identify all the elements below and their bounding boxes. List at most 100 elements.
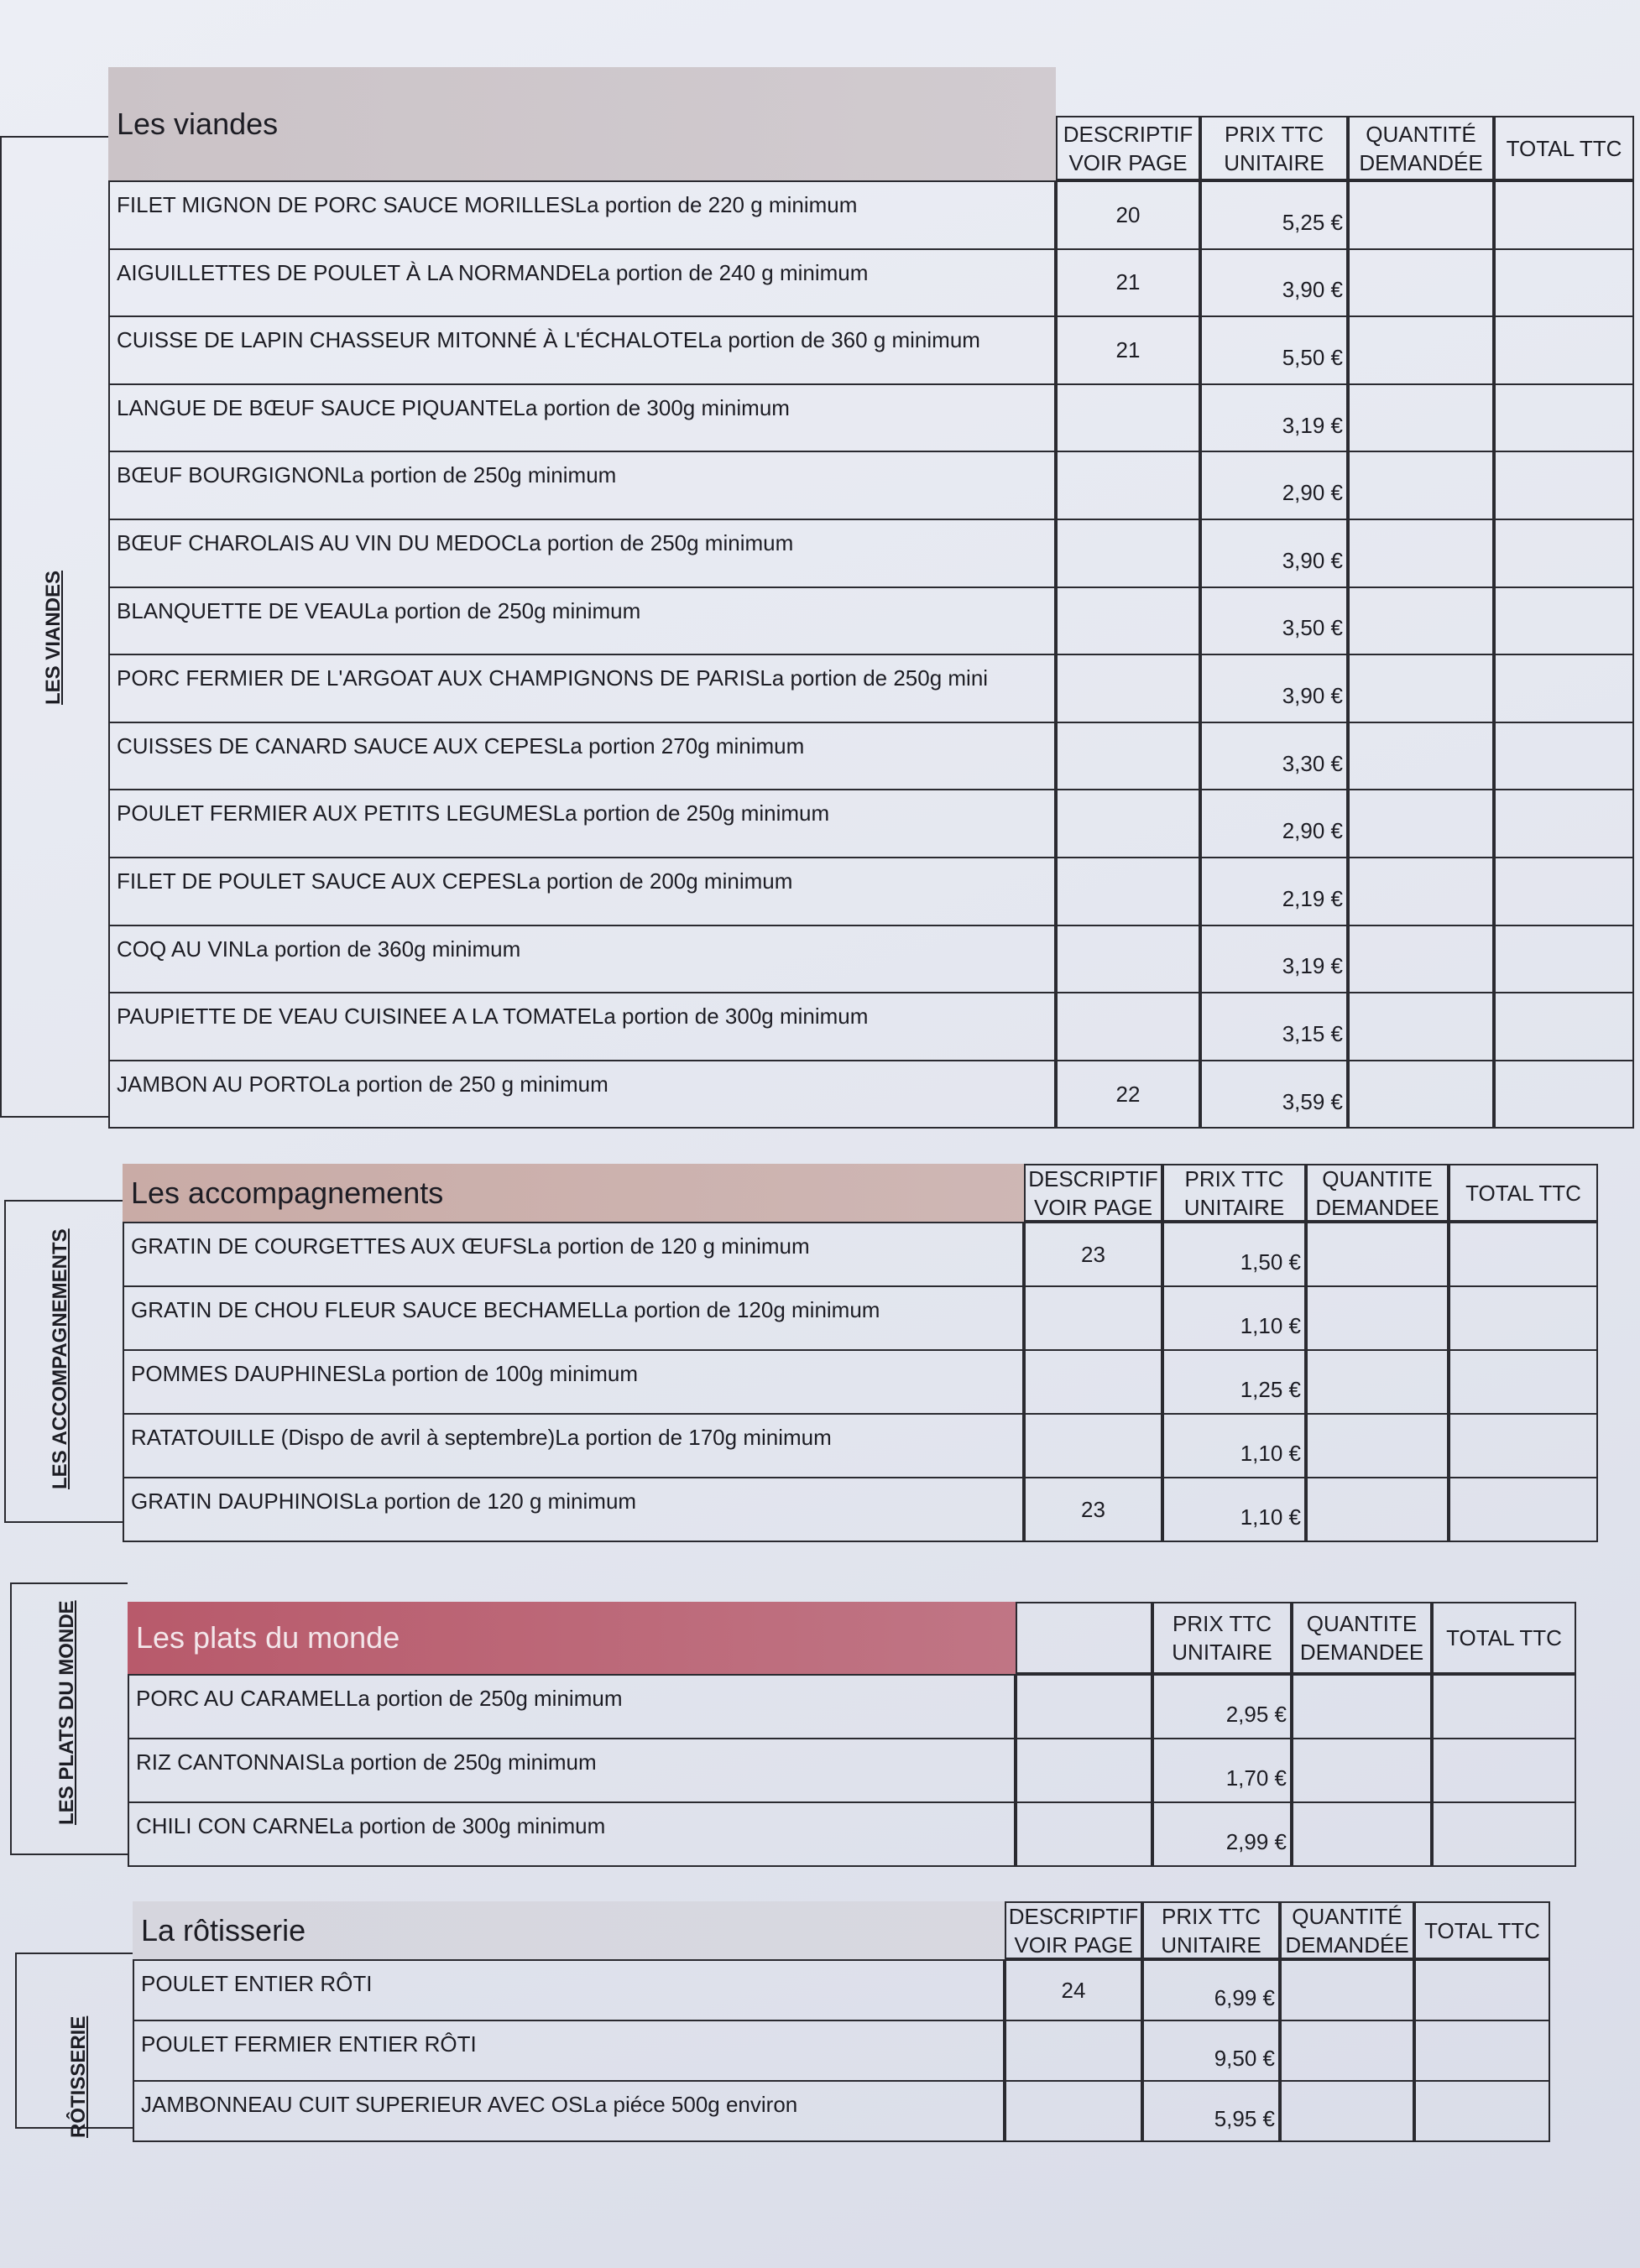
total-field bbox=[1414, 2020, 1550, 2082]
quantity-field[interactable] bbox=[1306, 1413, 1449, 1478]
item-portion: La portion de 120g minimum bbox=[603, 1297, 880, 1322]
item-page bbox=[1024, 1413, 1162, 1478]
item-price: 2,90 € bbox=[1200, 451, 1348, 520]
item-page bbox=[1056, 586, 1200, 656]
quantity-field[interactable] bbox=[1280, 2080, 1414, 2142]
quantity-field[interactable] bbox=[1306, 1477, 1449, 1542]
item-portion: La portion de 120 g minimum bbox=[353, 1489, 637, 1514]
quantity-field[interactable] bbox=[1348, 180, 1494, 250]
quantity-field[interactable] bbox=[1348, 924, 1494, 994]
item-portion: La portion de 300g minimum bbox=[513, 394, 790, 420]
quantity-field[interactable] bbox=[1348, 721, 1494, 791]
item-page: 23 bbox=[1024, 1222, 1162, 1287]
side-bracket bbox=[10, 1582, 128, 1855]
item-portion: La portion de 300g minimum bbox=[591, 1004, 869, 1030]
total-field bbox=[1494, 789, 1634, 858]
item-portion: La portion de 100g minimum bbox=[361, 1361, 639, 1386]
quantity-field[interactable] bbox=[1348, 383, 1494, 453]
item-name: PORC FERMIER DE L'ARGOAT AUX CHAMPIGNONS… bbox=[108, 654, 1056, 723]
total-field bbox=[1449, 1349, 1598, 1415]
header-prix: PRIX TTC UNITAIRE bbox=[1142, 1901, 1280, 1959]
header-total: TOTAL TTC bbox=[1414, 1901, 1550, 1959]
item-name: FILET MIGNON DE PORC SAUCE MORILLES La p… bbox=[108, 180, 1056, 250]
quantity-field[interactable] bbox=[1292, 1738, 1432, 1803]
quantity-field[interactable] bbox=[1306, 1222, 1449, 1287]
header-total: TOTAL TTC bbox=[1432, 1602, 1576, 1674]
quantity-field[interactable] bbox=[1348, 451, 1494, 520]
item-portion: La portion de 250g minimum bbox=[345, 1686, 623, 1711]
quantity-field[interactable] bbox=[1348, 1059, 1494, 1129]
quantity-field[interactable] bbox=[1348, 248, 1494, 318]
header-text: UNITAIRE bbox=[1172, 1640, 1272, 1665]
item-title: RIZ CANTONNAIS bbox=[136, 1749, 321, 1775]
side-bracket bbox=[4, 1200, 123, 1523]
item-portion: La portion de 240 g minimum bbox=[585, 259, 869, 285]
section-title: La rôtisserie bbox=[141, 1912, 306, 1947]
item-name: CHILI CON CARNE La portion de 300g minim… bbox=[128, 1801, 1016, 1867]
header-prix: PRIX TTC UNITAIRE bbox=[1162, 1164, 1306, 1222]
item-page bbox=[1056, 924, 1200, 994]
quantity-field[interactable] bbox=[1348, 586, 1494, 656]
item-page: 24 bbox=[1005, 1959, 1142, 2021]
header-text: DESCRIPTIF bbox=[1028, 1165, 1158, 1191]
item-page bbox=[1056, 451, 1200, 520]
item-title: PAUPIETTE DE VEAU CUISINEE A LA TOMATE bbox=[117, 1004, 592, 1030]
item-price: 2,90 € bbox=[1200, 789, 1348, 858]
header-text: PRIX TTC bbox=[1184, 1165, 1284, 1191]
item-price: 2,99 € bbox=[1152, 1801, 1292, 1867]
item-title: JAMBONNEAU CUIT SUPERIEUR AVEC OS bbox=[141, 2092, 583, 2117]
item-portion: La piéce 500g environ bbox=[582, 2092, 798, 2117]
quantity-field[interactable] bbox=[1292, 1674, 1432, 1739]
item-portion: La portion 270g minimum bbox=[557, 733, 805, 759]
header-text: VOIR PAGE bbox=[1068, 149, 1188, 175]
section-title-band: Les plats du monde bbox=[128, 1602, 1016, 1674]
item-portion: La portion de 300g minimum bbox=[328, 1813, 606, 1838]
quantity-field[interactable] bbox=[1280, 1959, 1414, 2021]
item-name: GRATIN DE COURGETTES AUX ŒUFS La portion… bbox=[123, 1222, 1024, 1287]
header-text: QUANTITE bbox=[1306, 1611, 1418, 1636]
total-field bbox=[1432, 1674, 1576, 1739]
header-quantite: QUANTITÉ DEMANDÉE bbox=[1348, 116, 1494, 180]
quantity-field[interactable] bbox=[1280, 2020, 1414, 2082]
quantity-field[interactable] bbox=[1348, 789, 1494, 858]
quantity-field[interactable] bbox=[1348, 857, 1494, 926]
item-name: JAMBON AU PORTO La portion de 250 g mini… bbox=[108, 1059, 1056, 1129]
header-text: DEMANDÉE bbox=[1285, 1932, 1409, 1958]
item-page bbox=[1016, 1801, 1152, 1867]
total-field bbox=[1494, 721, 1634, 791]
quantity-field[interactable] bbox=[1292, 1801, 1432, 1867]
header-text: PRIX TTC bbox=[1162, 1903, 1261, 1929]
quantity-field[interactable] bbox=[1348, 519, 1494, 588]
header-text: DESCRIPTIF bbox=[1063, 121, 1193, 147]
total-field bbox=[1432, 1801, 1576, 1867]
total-field bbox=[1494, 1059, 1634, 1129]
quantity-field[interactable] bbox=[1348, 654, 1494, 723]
quantity-field[interactable] bbox=[1306, 1349, 1449, 1415]
total-field bbox=[1449, 1222, 1598, 1287]
header-quantite: QUANTITÉ DEMANDÉE bbox=[1280, 1901, 1414, 1959]
item-portion: La portion de 250g minimum bbox=[552, 800, 830, 826]
quantity-field[interactable] bbox=[1306, 1285, 1449, 1351]
item-title: POULET ENTIER RÔTI bbox=[141, 1971, 373, 1996]
header-text: PRIX TTC bbox=[1225, 121, 1324, 147]
item-title: GRATIN DAUPHINOIS bbox=[131, 1489, 354, 1514]
header-quantite: QUANTITE DEMANDEE bbox=[1306, 1164, 1449, 1222]
section-title: Les viandes bbox=[117, 106, 279, 141]
total-field bbox=[1414, 1959, 1550, 2021]
item-price: 3,15 € bbox=[1200, 992, 1348, 1061]
quantity-field[interactable] bbox=[1348, 992, 1494, 1061]
item-title: GRATIN DE CHOU FLEUR SAUCE BECHAMEL bbox=[131, 1297, 603, 1322]
header-text: QUANTITÉ bbox=[1292, 1903, 1402, 1929]
header-text: PRIX TTC bbox=[1173, 1611, 1272, 1636]
item-page: 22 bbox=[1056, 1059, 1200, 1129]
item-page: 23 bbox=[1024, 1477, 1162, 1542]
item-portion: La portion de 220 g minimum bbox=[574, 192, 858, 217]
item-portion: La portion de 250 g minimum bbox=[325, 1071, 608, 1097]
total-field bbox=[1414, 2080, 1550, 2142]
quantity-field[interactable] bbox=[1348, 315, 1494, 385]
item-portion: La portion de 170g minimum bbox=[555, 1425, 832, 1450]
total-field bbox=[1494, 857, 1634, 926]
item-price: 2,95 € bbox=[1152, 1674, 1292, 1739]
header-descriptif: DESCRIPTIF VOIR PAGE bbox=[1024, 1164, 1162, 1222]
item-title: GRATIN DE COURGETTES AUX ŒUFS bbox=[131, 1233, 527, 1259]
